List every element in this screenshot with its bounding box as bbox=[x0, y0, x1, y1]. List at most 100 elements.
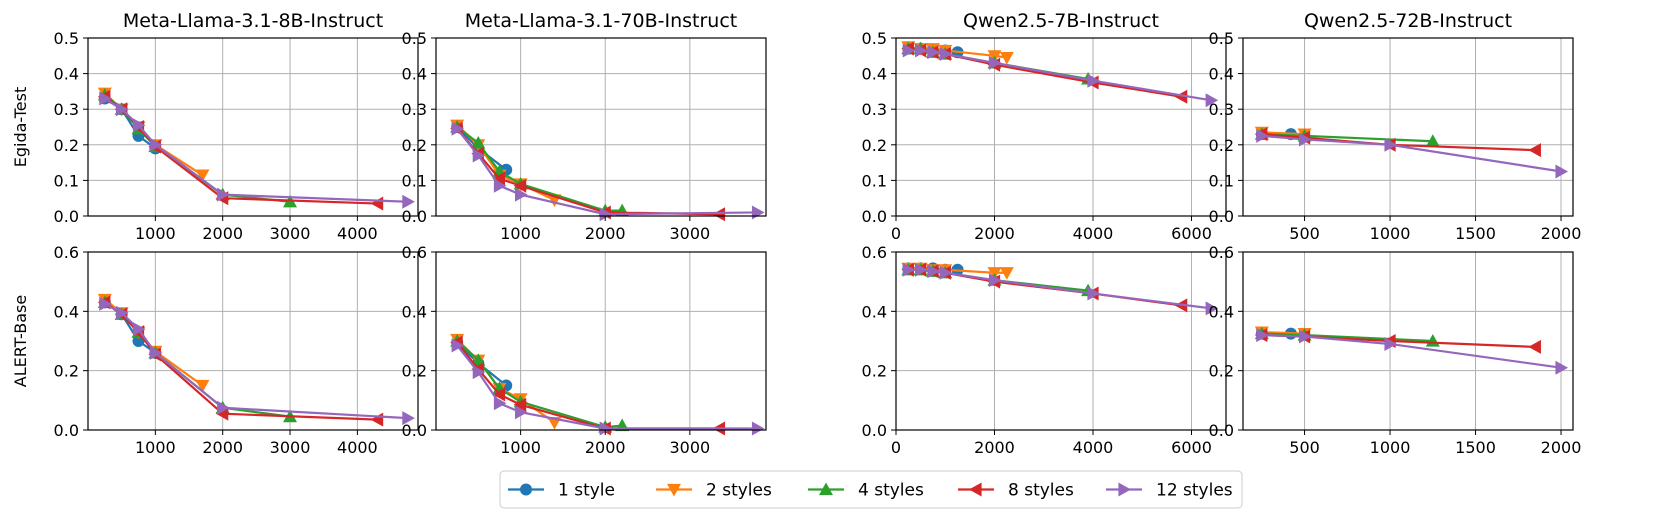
series-12-styles bbox=[451, 121, 765, 222]
y-tick-label: 0.0 bbox=[402, 207, 427, 226]
y-tick-label: 0.3 bbox=[54, 100, 79, 119]
data-point bbox=[472, 148, 486, 163]
data-point bbox=[1298, 132, 1312, 147]
x-tick-label: 0 bbox=[891, 438, 901, 457]
y-tick-label: 0.1 bbox=[862, 171, 887, 190]
series-8-styles bbox=[450, 335, 726, 436]
legend-marker bbox=[520, 483, 532, 496]
plot-frame bbox=[87, 251, 419, 431]
y-tick-label: 0.4 bbox=[1209, 65, 1234, 84]
y-tick-label: 0.6 bbox=[1209, 243, 1234, 262]
y-tick-label: 0.2 bbox=[402, 136, 427, 155]
y-tick-label: 0.4 bbox=[54, 65, 79, 84]
x-tick-label: 1000 bbox=[1370, 224, 1411, 243]
series-12-styles bbox=[902, 262, 1219, 316]
x-tick-label: 6000 bbox=[1171, 224, 1212, 243]
y-tick-label: 0.1 bbox=[54, 171, 79, 190]
data-point bbox=[451, 121, 465, 136]
data-point bbox=[999, 267, 1014, 280]
data-point bbox=[149, 137, 163, 152]
subplot-title: Qwen2.5-7B-Instruct bbox=[963, 10, 1159, 32]
plot-frame bbox=[435, 251, 767, 431]
x-tick-label: 2000 bbox=[1541, 438, 1582, 457]
y-tick-label: 0.2 bbox=[54, 362, 79, 381]
y-tick-label: 0.0 bbox=[54, 421, 79, 440]
x-tick-label: 1500 bbox=[1455, 224, 1496, 243]
data-point bbox=[599, 207, 613, 222]
y-tick-label: 0.4 bbox=[862, 65, 887, 84]
series-line bbox=[104, 97, 157, 150]
series-8-styles bbox=[97, 89, 384, 211]
plot-frame bbox=[1242, 37, 1574, 217]
y-tick-label: 0.5 bbox=[402, 29, 427, 48]
data-point bbox=[1256, 328, 1269, 343]
legend-entry: 8 styles bbox=[958, 481, 1074, 501]
data-point bbox=[370, 412, 384, 427]
data-point bbox=[902, 262, 916, 277]
data-point bbox=[939, 47, 953, 62]
legend-label: 4 styles bbox=[858, 481, 924, 501]
subplot-title: Qwen2.5-72B-Instruct bbox=[1304, 10, 1512, 32]
data-point bbox=[1528, 143, 1541, 158]
y-tick-label: 0.2 bbox=[862, 136, 887, 155]
y-tick-label: 0.0 bbox=[1209, 421, 1234, 440]
series-4-styles bbox=[97, 87, 298, 208]
data-point bbox=[116, 305, 129, 320]
x-tick-label: 500 bbox=[1289, 438, 1320, 457]
data-point bbox=[116, 102, 129, 117]
y-tick-label: 0.0 bbox=[54, 207, 79, 226]
y-tick-label: 0.2 bbox=[862, 362, 887, 381]
legend-label: 2 styles bbox=[706, 481, 772, 501]
data-point bbox=[1298, 329, 1312, 344]
data-point bbox=[471, 353, 486, 366]
data-point bbox=[99, 296, 112, 311]
y-axis-label: Egida-Test bbox=[11, 87, 30, 167]
series-8-styles bbox=[1254, 328, 1541, 354]
x-tick-label: 2000 bbox=[1541, 224, 1582, 243]
plot-frame bbox=[87, 37, 419, 217]
data-point bbox=[902, 43, 916, 58]
series-line bbox=[104, 94, 291, 203]
series-line bbox=[1261, 333, 1562, 369]
y-tick-label: 0.1 bbox=[402, 171, 427, 190]
y-axis-label: ALERT-Base bbox=[11, 295, 30, 387]
data-point bbox=[999, 51, 1014, 65]
x-tick-label: 1500 bbox=[1455, 438, 1496, 457]
y-tick-label: 0.6 bbox=[862, 243, 887, 262]
subplot-1-1: 1000 2000 3000 4000 0.0 0.1 0.2 0.3 0.4 0.5 Meta-L… bbox=[11, 10, 419, 243]
data-point bbox=[1528, 339, 1541, 354]
series-line bbox=[1261, 331, 1305, 335]
series-8-styles bbox=[97, 295, 384, 427]
x-tick-label: 3000 bbox=[669, 224, 710, 243]
subplot-2-4: 500 1000 1500 2000 0.0 0.2 0.4 0.6 bbox=[1209, 243, 1582, 457]
legend-marker bbox=[819, 482, 833, 496]
x-tick-label: 0 bbox=[891, 224, 901, 243]
data-point bbox=[451, 338, 465, 353]
subplot-1-2: 1000 2000 3000 0.0 0.1 0.2 0.3 0.4 0.5 Meta-Llama… bbox=[402, 10, 767, 243]
y-tick-label: 0.2 bbox=[402, 362, 427, 381]
data-point bbox=[751, 421, 765, 436]
data-point bbox=[515, 405, 528, 420]
y-tick-label: 0.3 bbox=[862, 100, 887, 119]
data-point bbox=[149, 345, 163, 360]
data-point bbox=[1555, 164, 1569, 179]
data-point bbox=[402, 411, 415, 426]
x-tick-label: 4000 bbox=[1073, 438, 1114, 457]
legend: 1 style 2 styles 4 styles 8 styles 12 styles bbox=[499, 470, 1243, 509]
data-point bbox=[515, 187, 528, 202]
x-tick-label: 3000 bbox=[669, 438, 710, 457]
data-point bbox=[513, 397, 527, 412]
subplot-2-2: 1000 2000 3000 0.0 0.2 0.4 0.6 bbox=[402, 243, 767, 457]
series-line bbox=[908, 268, 1212, 310]
y-tick-label: 0.0 bbox=[402, 421, 427, 440]
y-tick-label: 0.0 bbox=[1209, 207, 1234, 226]
plot-frame bbox=[895, 37, 1227, 217]
y-tick-label: 0.4 bbox=[1209, 302, 1234, 321]
series-line bbox=[456, 340, 623, 429]
plot-frame bbox=[435, 37, 767, 217]
data-point bbox=[493, 396, 507, 411]
y-tick-label: 0.4 bbox=[402, 302, 427, 321]
data-point bbox=[1384, 336, 1398, 351]
y-tick-label: 0.0 bbox=[862, 207, 887, 226]
